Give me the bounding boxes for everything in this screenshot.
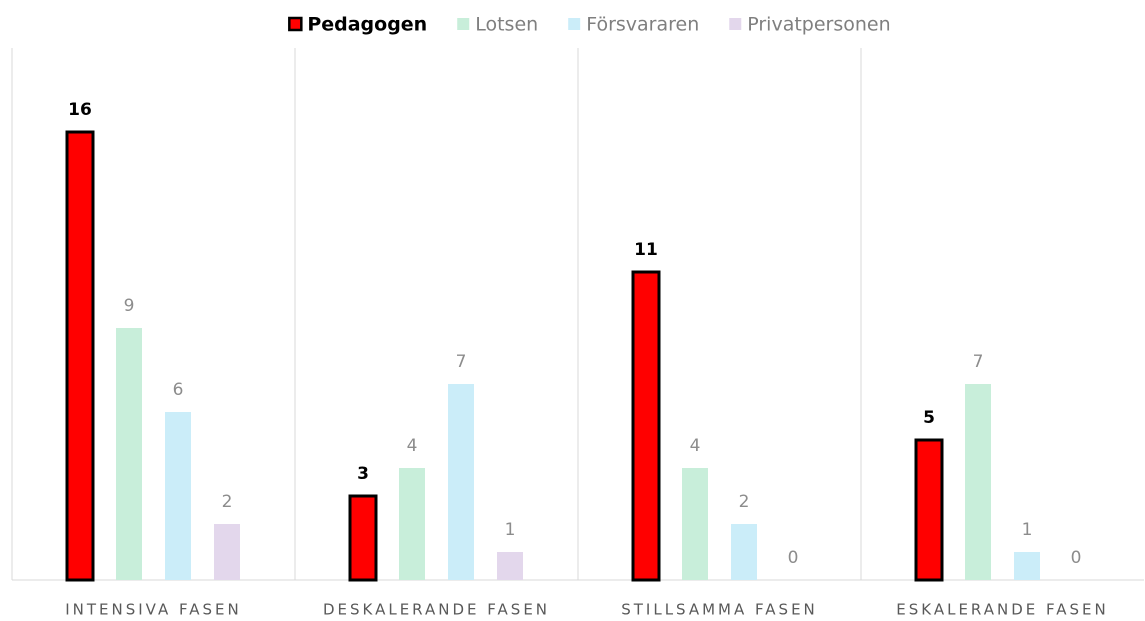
bar [1014, 552, 1040, 580]
bar [448, 384, 474, 580]
data-label: 6 [173, 380, 184, 400]
data-label: 1 [505, 520, 516, 540]
data-label: 2 [222, 492, 233, 512]
data-label: 4 [407, 436, 418, 456]
legend-swatch [457, 18, 470, 30]
legend-label: Lotsen [475, 14, 538, 36]
data-label: 5 [923, 408, 935, 428]
legend-swatch [568, 18, 581, 30]
legend-swatch [729, 18, 742, 30]
bar [631, 270, 661, 582]
bar [214, 524, 240, 580]
x-tick-label: STILLSAMMA FASEN [621, 601, 818, 619]
bar [348, 494, 378, 582]
data-label: 16 [68, 100, 92, 120]
legend-swatch [288, 16, 303, 32]
x-tick-label: ESKALERANDE FASEN [896, 601, 1109, 619]
bar [116, 328, 142, 580]
bar [914, 438, 944, 582]
bar [682, 468, 708, 580]
bar [165, 412, 191, 580]
legend-label: Privatpersonen [747, 14, 890, 36]
x-tick-label: DESKALERANDE FASEN [323, 601, 550, 619]
bar [731, 524, 757, 580]
bar [497, 552, 523, 580]
data-label: 1 [1022, 520, 1033, 540]
data-label: 4 [690, 436, 701, 456]
bar [399, 468, 425, 580]
data-label: 0 [788, 548, 799, 568]
x-tick-label: INTENSIVA FASEN [65, 601, 242, 619]
legend-label: Pedagogen [307, 14, 427, 36]
data-label: 2 [739, 492, 750, 512]
legend-label: Försvararen [586, 14, 699, 36]
data-label: 3 [357, 464, 369, 484]
data-label: 9 [124, 296, 135, 316]
bar [65, 130, 95, 582]
data-label: 7 [973, 352, 984, 372]
data-label: 7 [456, 352, 467, 372]
data-label: 11 [634, 240, 658, 260]
bar [965, 384, 991, 580]
data-label: 0 [1071, 548, 1082, 568]
